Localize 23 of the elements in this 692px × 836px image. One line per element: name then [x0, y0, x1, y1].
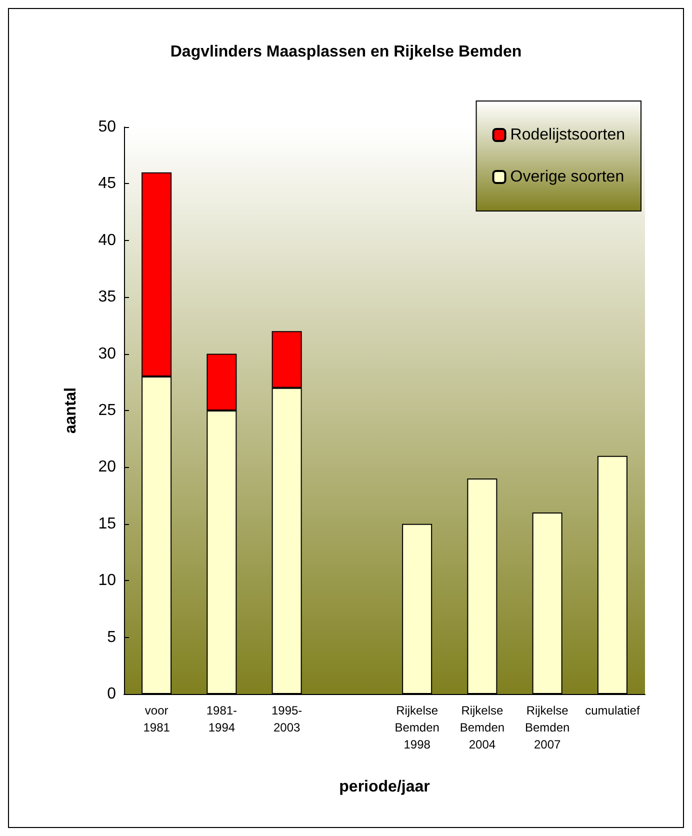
x-axis-title: periode/jaar: [339, 778, 430, 796]
legend-label: Rodelijstsoorten: [510, 126, 626, 144]
y-tick-label: 5: [107, 628, 116, 646]
y-tick-label: 30: [98, 345, 116, 362]
x-tick-label: 1981-1994: [206, 704, 238, 734]
y-tick-label: 0: [107, 686, 116, 702]
x-tick-label: Rijkelse Bemden 2007: [524, 704, 570, 752]
x-tick-label: 1995-2003: [271, 704, 302, 734]
y-tick-label: 40: [98, 232, 116, 249]
chart-title: Dagvlinders Maasplassen en Rijkelse Bemden: [170, 44, 522, 60]
y-tick-label: 45: [98, 175, 116, 192]
y-tick-label: 35: [98, 288, 116, 306]
x-tick-label: Rijkelse Bemden 1998: [394, 704, 440, 752]
x-tick-label: voor 1981: [143, 704, 170, 734]
y-axis-title: aantal: [62, 387, 80, 434]
y-tick-label: 25: [98, 402, 116, 419]
y-tick-label: 50: [98, 118, 116, 136]
y-tick-label: 10: [98, 572, 116, 590]
x-tick-label: cumulatief: [585, 704, 640, 718]
y-tick-label: 20: [98, 458, 116, 476]
y-tick-label: 15: [98, 515, 116, 532]
x-tick-label: Rijkelse Bemden 2004: [460, 704, 505, 752]
legend-label: Overige soorten: [510, 168, 624, 186]
